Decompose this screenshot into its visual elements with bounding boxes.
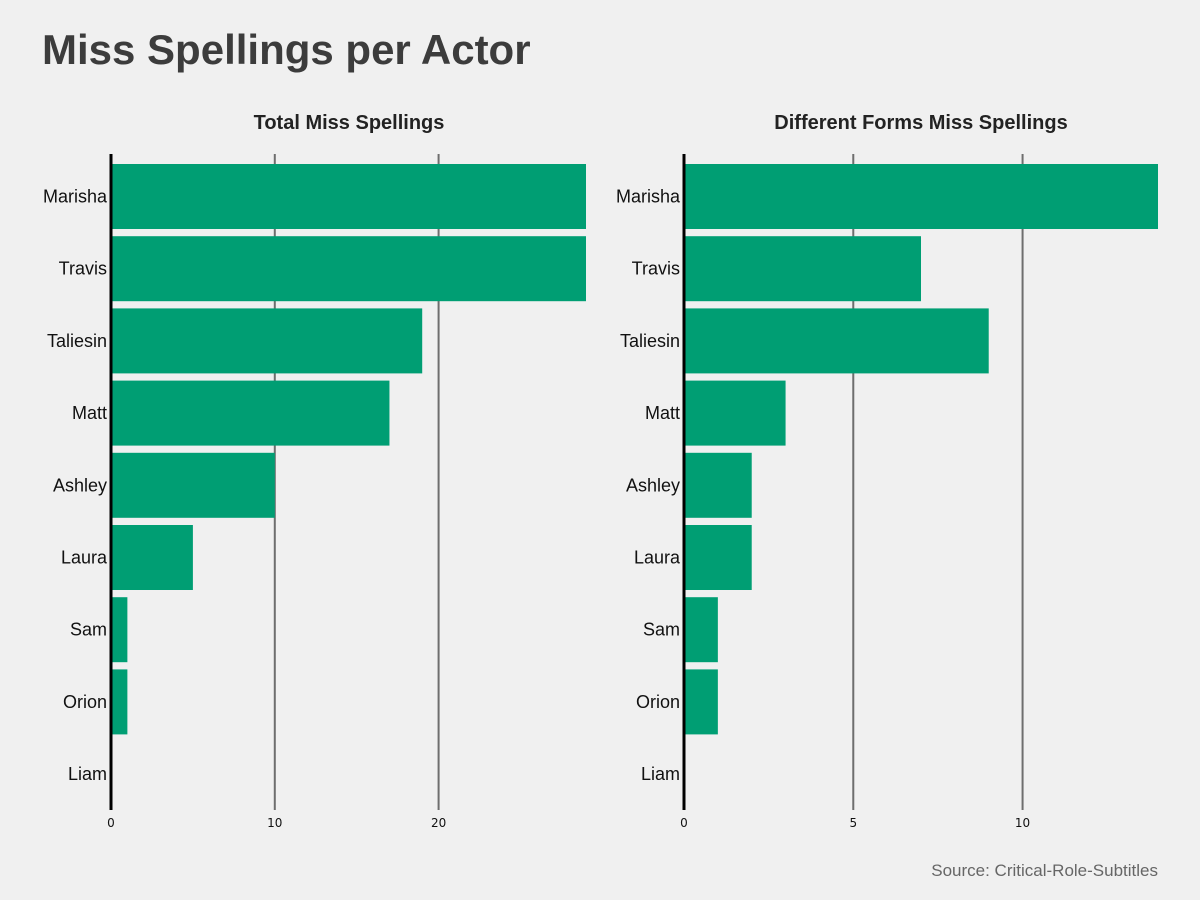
category-label: Taliesin bbox=[47, 331, 107, 351]
x-tick-label: 10 bbox=[1015, 816, 1030, 830]
bar-taliesin bbox=[684, 308, 989, 374]
category-label: Ashley bbox=[53, 475, 107, 495]
panel-title: Different Forms Miss Spellings bbox=[774, 112, 1067, 134]
category-label: Marisha bbox=[616, 187, 681, 207]
bar-marisha bbox=[684, 164, 1158, 229]
bar-marisha bbox=[111, 164, 586, 229]
bar-orion bbox=[684, 669, 718, 735]
bar-sam bbox=[111, 597, 128, 663]
bar-sam bbox=[684, 597, 718, 663]
bar-laura bbox=[111, 525, 193, 590]
category-label: Liam bbox=[68, 764, 107, 784]
bar-taliesin bbox=[111, 308, 423, 374]
x-tick-label: 0 bbox=[107, 816, 115, 830]
bar-travis bbox=[111, 236, 586, 302]
category-label: Travis bbox=[59, 259, 107, 279]
category-label: Matt bbox=[645, 403, 680, 423]
category-label: Orion bbox=[636, 692, 680, 712]
category-label: Ashley bbox=[626, 475, 680, 495]
panel-title: Total Miss Spellings bbox=[254, 112, 445, 134]
panel-different-forms: Different Forms Miss Spellings Marisha Tra… bbox=[616, 112, 1158, 830]
bar-travis bbox=[684, 236, 921, 302]
x-tick-label: 5 bbox=[849, 816, 857, 830]
category-label: Sam bbox=[70, 620, 107, 640]
category-label: Matt bbox=[72, 403, 107, 423]
panel-total: Total Miss Spellings Marisha Travis Taliesi… bbox=[43, 112, 586, 830]
category-label: Laura bbox=[634, 548, 681, 568]
x-tick-label: 10 bbox=[267, 816, 282, 830]
category-label: Laura bbox=[61, 548, 108, 568]
bar-orion bbox=[111, 669, 128, 735]
chart-title: Miss Spellings per Actor bbox=[42, 26, 531, 73]
category-label: Sam bbox=[643, 620, 680, 640]
bar-matt bbox=[111, 380, 390, 446]
x-tick-label: 0 bbox=[680, 816, 688, 830]
category-label: Taliesin bbox=[620, 331, 680, 351]
bar-ashley bbox=[684, 452, 752, 518]
category-label: Orion bbox=[63, 692, 107, 712]
bar-matt bbox=[684, 380, 786, 446]
bar-ashley bbox=[111, 452, 275, 518]
source-note: Source: Critical-Role-Subtitles bbox=[931, 861, 1158, 880]
category-label: Liam bbox=[641, 764, 680, 784]
x-tick-label: 20 bbox=[431, 816, 446, 830]
category-label: Marisha bbox=[43, 187, 108, 207]
category-label: Travis bbox=[632, 259, 680, 279]
bar-laura bbox=[684, 525, 752, 590]
